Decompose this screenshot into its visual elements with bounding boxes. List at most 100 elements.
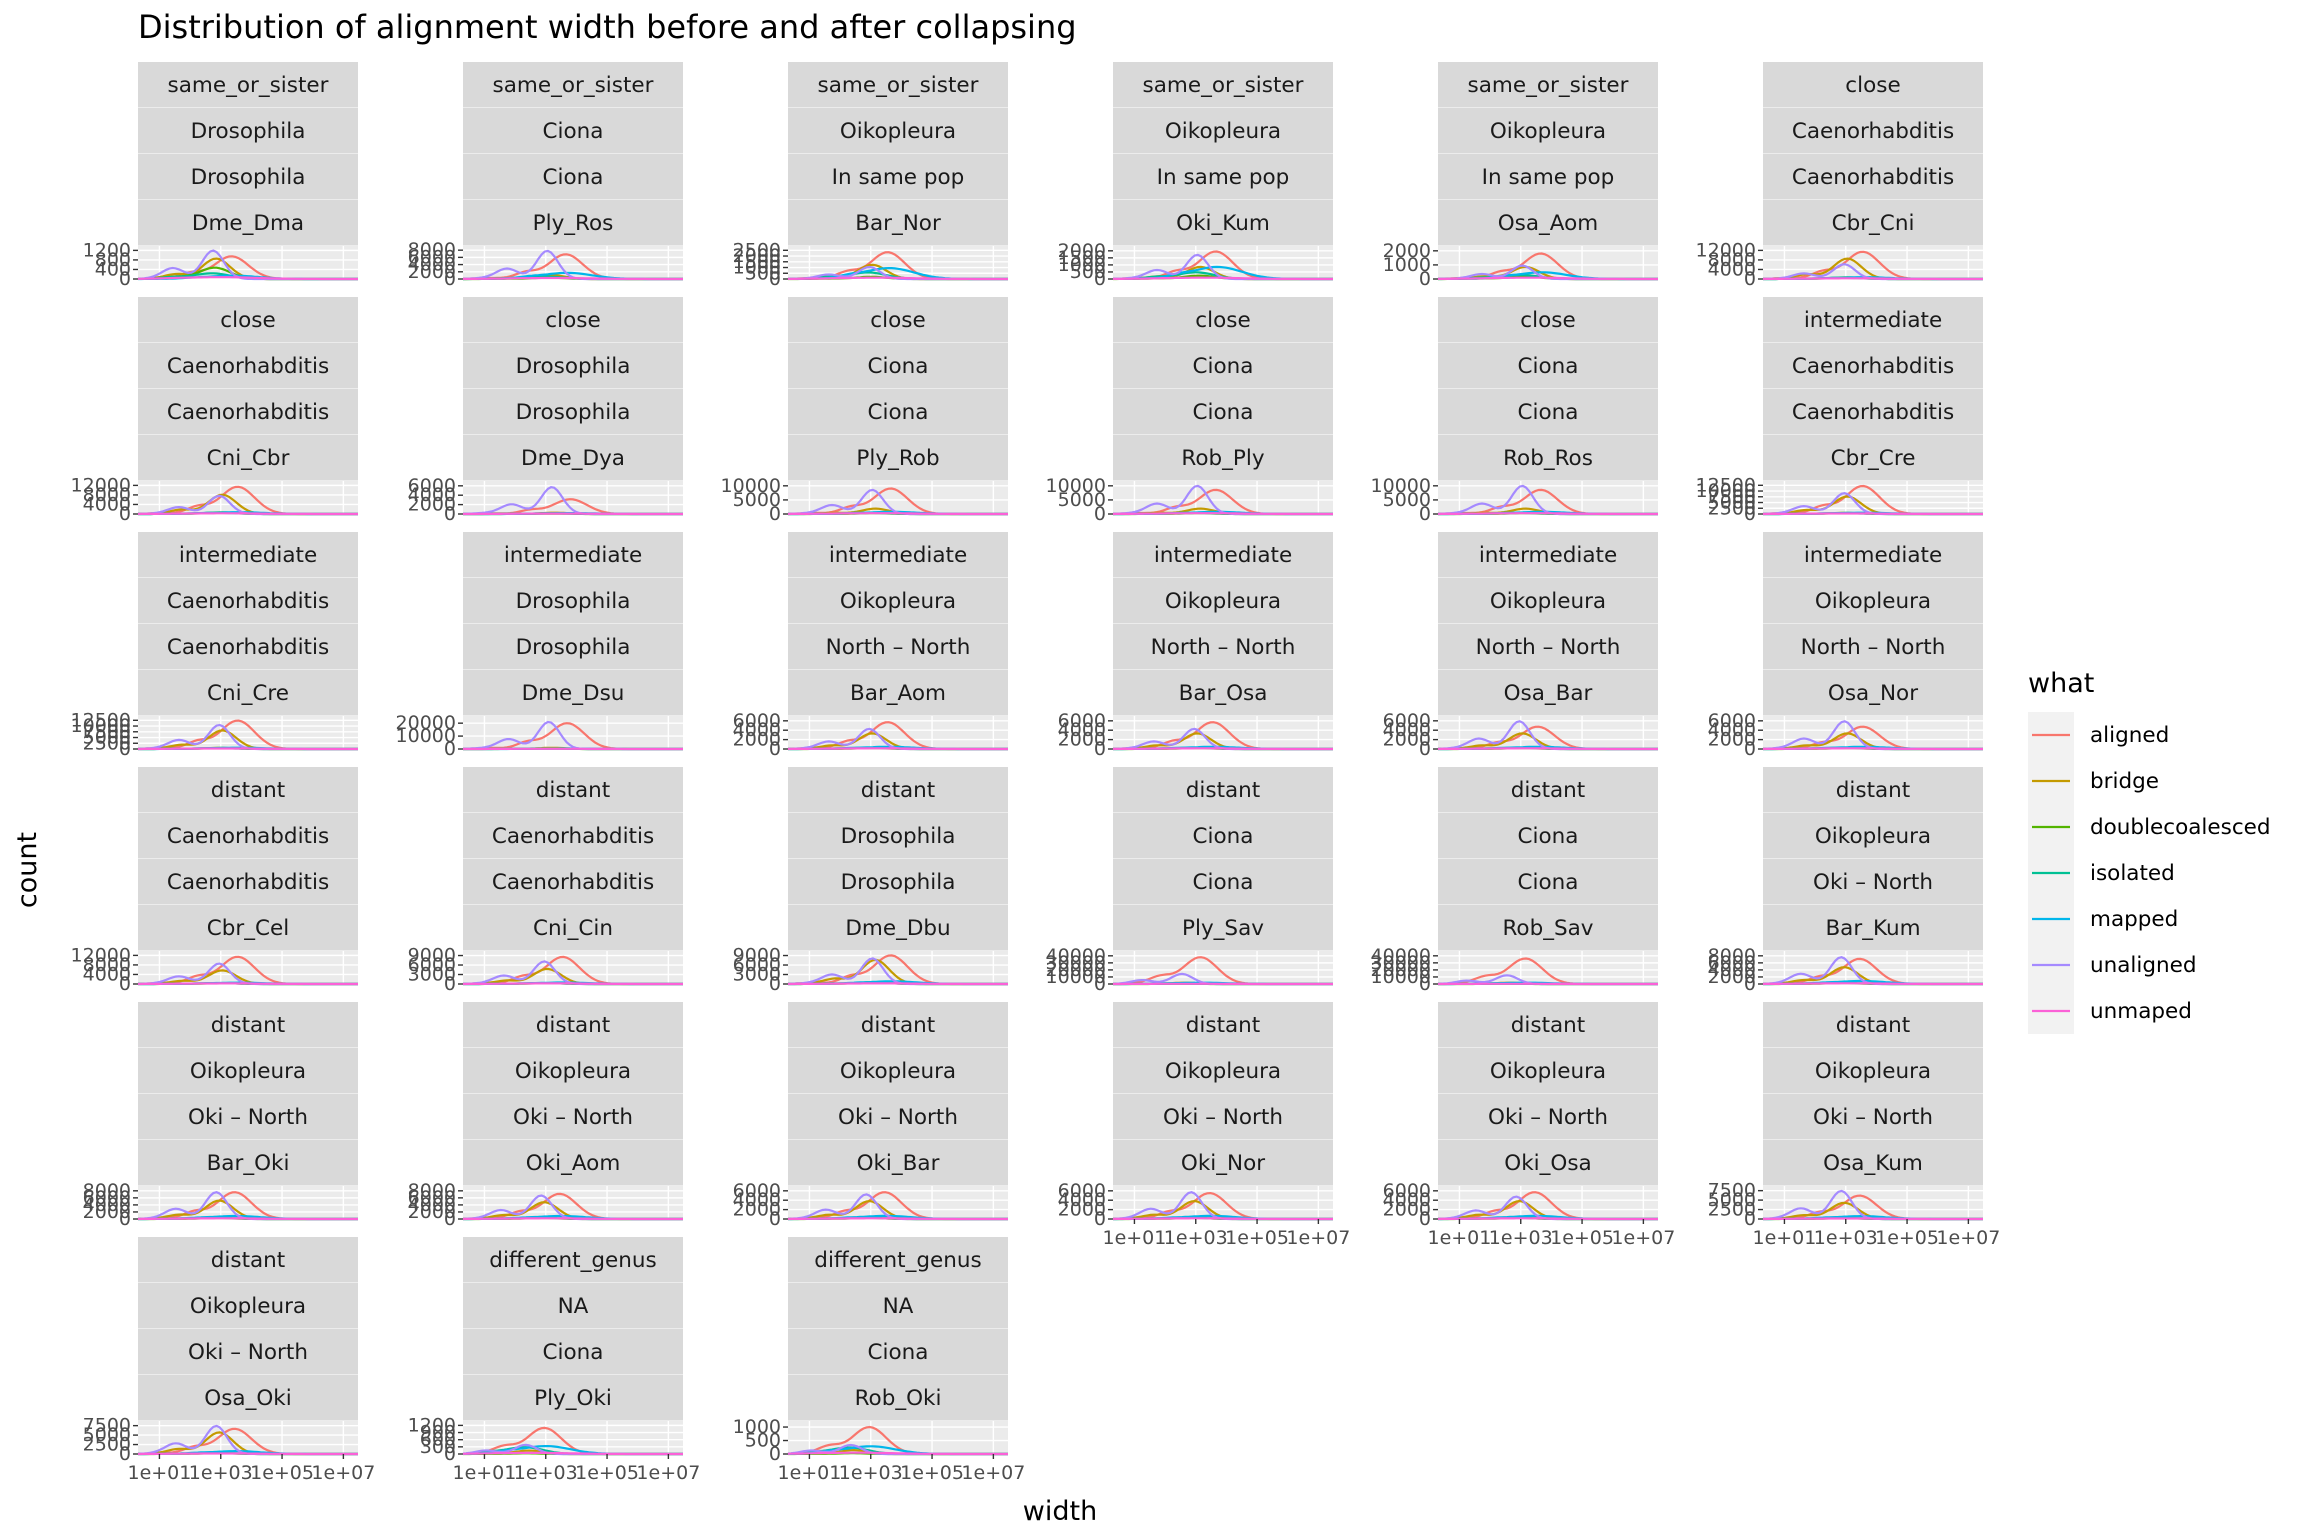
strip-label: close bbox=[870, 308, 925, 333]
y-tick-label: 4000 bbox=[733, 1189, 781, 1211]
strip-background bbox=[138, 532, 358, 578]
strip-background bbox=[463, 297, 683, 343]
strip-background bbox=[1763, 578, 1983, 624]
strip-label: Drosophila bbox=[191, 165, 306, 190]
y-tick-label: 2500 bbox=[1708, 1199, 1756, 1221]
strip-label: Caenorhabditis bbox=[167, 400, 329, 425]
facet-panel: distant Oikopleura Oki – North Oki_Nor 02000… bbox=[1058, 1002, 1350, 1249]
strip-label: Ciona bbox=[543, 165, 604, 190]
y-tick-label: 5000 bbox=[1708, 492, 1756, 514]
strip-background bbox=[1113, 1094, 1333, 1140]
facet-panels: same_or_sister Drosophila Drosophila Dme_Dm… bbox=[71, 62, 2000, 1484]
strip-label: distant bbox=[536, 778, 610, 803]
series-line-unmaped bbox=[463, 982, 683, 986]
strip-label: Oki_Osa bbox=[1504, 1151, 1591, 1176]
strip-background bbox=[788, 435, 1008, 481]
strip-label: Oikopleura bbox=[1815, 824, 1931, 849]
strip-label: North – North bbox=[826, 635, 971, 660]
strip-background bbox=[463, 154, 683, 200]
x-tick-label: 1e+05 bbox=[250, 1462, 314, 1484]
strip-background bbox=[1763, 343, 1983, 389]
strip-background bbox=[1763, 1140, 1983, 1186]
y-tick-label: 2000 bbox=[1058, 1199, 1106, 1221]
strip-background bbox=[138, 1237, 358, 1283]
y-tick-label: 0 bbox=[1419, 503, 1431, 525]
y-tick-label: 10000 bbox=[396, 725, 456, 747]
strip-background bbox=[1113, 62, 1333, 108]
strip-background bbox=[1113, 108, 1333, 154]
x-tick-label: 1e+07 bbox=[1936, 1227, 2000, 1249]
y-tick-label: 1000 bbox=[1058, 254, 1106, 276]
y-tick-label: 2500 bbox=[83, 1434, 131, 1456]
strip-background bbox=[788, 200, 1008, 246]
y-tick-label: 0 bbox=[1744, 268, 1756, 290]
y-tick-label: 6000 bbox=[408, 1187, 456, 1209]
strip-label: intermediate bbox=[1804, 543, 1942, 568]
y-tick-label: 4000 bbox=[83, 1194, 131, 1216]
y-tick-label: 1500 bbox=[1058, 247, 1106, 269]
y-tick-label: 6000 bbox=[1708, 952, 1756, 974]
strip-label: distant bbox=[1511, 1013, 1585, 1038]
y-tick-label: 12000 bbox=[71, 474, 131, 496]
y-tick-label: 10000 bbox=[1046, 475, 1106, 497]
y-tick-label: 0 bbox=[1744, 503, 1756, 525]
strip-label: Ciona bbox=[1193, 824, 1254, 849]
y-tick-label: 600 bbox=[420, 1429, 456, 1451]
strip-background bbox=[138, 200, 358, 246]
y-tick-label: 40000 bbox=[1046, 945, 1106, 967]
strip-label: close bbox=[545, 308, 600, 333]
x-tick-label: 1e+01 bbox=[1427, 1227, 1491, 1249]
x-tick-label: 1e+03 bbox=[1489, 1227, 1553, 1249]
strip-background bbox=[788, 1283, 1008, 1329]
strip-label: intermediate bbox=[1804, 308, 1942, 333]
legend-label: aligned bbox=[2090, 723, 2169, 748]
strip-background bbox=[1113, 200, 1333, 246]
strip-background bbox=[463, 578, 683, 624]
y-tick-label: 2000 bbox=[1383, 729, 1431, 751]
x-tick-label: 1e+01 bbox=[777, 1462, 841, 1484]
facet-panel: intermediate Drosophila Drosophila Dme_Dsu 0… bbox=[396, 532, 683, 760]
y-tick-label: 2000 bbox=[1708, 966, 1756, 988]
series-line-unmaped bbox=[787, 512, 1008, 516]
series-line-unmaped bbox=[462, 1217, 683, 1221]
y-tick-label: 6000 bbox=[408, 246, 456, 268]
strip-background bbox=[1763, 108, 1983, 154]
facet-panel: distant Oikopleura Oki – North Oki_Osa 02000… bbox=[1383, 1002, 1675, 1249]
y-tick-label: 12000 bbox=[1696, 239, 1756, 261]
strip-label: In same pop bbox=[832, 165, 965, 190]
strip-background bbox=[463, 767, 683, 813]
strip-background bbox=[788, 813, 1008, 859]
y-tick-label: 2000 bbox=[1383, 1199, 1431, 1221]
strip-label: Drosophila bbox=[841, 870, 956, 895]
strip-label: distant bbox=[1186, 1013, 1260, 1038]
facet-panel: distant Oikopleura Oki – North Osa_Kum 02500… bbox=[1708, 1002, 2000, 1249]
y-tick-label: 2000 bbox=[83, 1201, 131, 1223]
strip-background bbox=[138, 905, 358, 951]
strip-background bbox=[1438, 62, 1658, 108]
strip-label: Caenorhabditis bbox=[167, 635, 329, 660]
strip-label: Oki – North bbox=[513, 1105, 633, 1130]
y-tick-label: 0 bbox=[1419, 738, 1431, 760]
strip-background bbox=[138, 62, 358, 108]
y-tick-label: 40000 bbox=[1371, 945, 1431, 967]
strip-background bbox=[138, 670, 358, 716]
strip-background bbox=[788, 905, 1008, 951]
strip-label: Ciona bbox=[1193, 870, 1254, 895]
y-tick-label: 0 bbox=[1094, 973, 1106, 995]
y-tick-label: 20000 bbox=[1371, 959, 1431, 981]
x-tick-label: 1e+03 bbox=[1164, 1227, 1228, 1249]
x-tick-label: 1e+05 bbox=[900, 1462, 964, 1484]
legend-title: what bbox=[2028, 668, 2094, 699]
y-tick-label: 4000 bbox=[733, 719, 781, 741]
y-tick-label: 0 bbox=[119, 1443, 131, 1465]
y-tick-label: 4000 bbox=[1708, 959, 1756, 981]
series-line-unmaped bbox=[1763, 1217, 1983, 1221]
strip-label: Osa_Aom bbox=[1498, 211, 1598, 236]
facet-panel: close Caenorhabditis Caenorhabditis Cni_Cbr… bbox=[71, 297, 358, 525]
series-line-unmaped bbox=[1437, 747, 1658, 751]
x-tick-label: 1e+05 bbox=[1225, 1227, 1289, 1249]
series-line-unmaped bbox=[1763, 512, 1983, 516]
